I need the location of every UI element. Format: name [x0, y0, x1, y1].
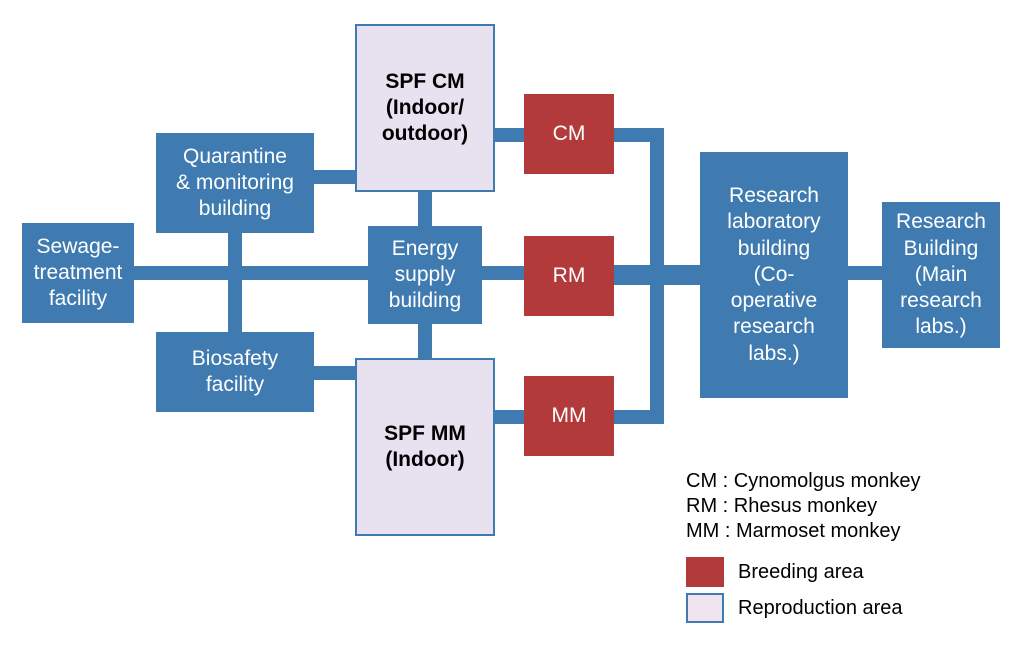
node-sewage: Sewage- treatment facility	[22, 223, 134, 323]
node-mm: MM	[524, 376, 614, 456]
node-label-energy: Energy supply building	[389, 236, 461, 315]
node-label-cm: CM	[553, 121, 586, 147]
node-cm: CM	[524, 94, 614, 174]
edge-3	[314, 366, 358, 380]
legend: CM : Cynomolgus monkeyRM : Rhesus monkey…	[686, 470, 921, 629]
node-rm: RM	[524, 236, 614, 316]
diagram-stage: Sewage- treatment facility Quarantine & m…	[0, 0, 1023, 655]
edge-13	[848, 266, 884, 280]
legend-swatch-1	[686, 593, 724, 623]
legend-abbrev-1: RM : Rhesus monkey	[686, 495, 921, 518]
node-label-spf_cm: SPF CM (Indoor/ outdoor)	[382, 69, 468, 148]
legend-label-1: Reproduction area	[738, 597, 903, 620]
node-energy: Energy supply building	[368, 226, 482, 324]
legend-label-0: Breeding area	[738, 561, 864, 584]
node-research_lab: Research laboratory building (Co- operat…	[700, 152, 848, 398]
edge-5	[418, 324, 432, 360]
edge-7	[495, 128, 525, 142]
edge-6	[482, 266, 524, 280]
edge-4	[418, 192, 432, 228]
node-spf_cm: SPF CM (Indoor/ outdoor)	[355, 24, 495, 192]
edge-1	[228, 233, 242, 333]
node-label-mm: MM	[552, 403, 587, 429]
edge-0	[134, 266, 368, 280]
node-label-biosafety: Biosafety facility	[192, 346, 278, 399]
edge-12	[614, 265, 700, 285]
node-label-research_lab: Research laboratory building (Co- operat…	[727, 183, 820, 367]
legend-row-1: Reproduction area	[686, 593, 921, 623]
node-label-spf_mm: SPF MM (Indoor)	[384, 421, 466, 474]
legend-row-0: Breeding area	[686, 557, 921, 587]
node-label-rm: RM	[553, 263, 586, 289]
legend-swatch-0	[686, 557, 724, 587]
legend-abbrev-0: CM : Cynomolgus monkey	[686, 470, 921, 493]
edge-2	[314, 170, 358, 184]
node-label-sewage: Sewage- treatment facility	[34, 234, 123, 313]
node-research_bld: Research Building (Main research labs.)	[882, 202, 1000, 348]
edge-8	[495, 410, 525, 424]
node-quarantine: Quarantine & monitoring building	[156, 133, 314, 233]
node-spf_mm: SPF MM (Indoor)	[355, 358, 495, 536]
legend-abbrev-2: MM : Marmoset monkey	[686, 520, 921, 543]
node-label-quarantine: Quarantine & monitoring building	[176, 144, 294, 223]
node-label-research_bld: Research Building (Main research labs.)	[896, 209, 986, 340]
node-biosafety: Biosafety facility	[156, 332, 314, 412]
